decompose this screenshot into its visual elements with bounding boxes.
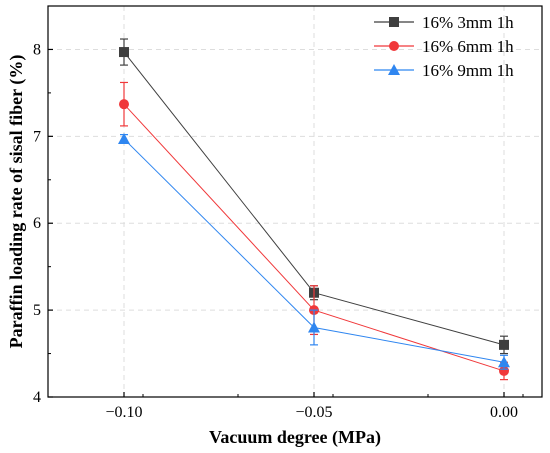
legend: 16% 3mm 1h 16% 6mm 1h 16% 9mm 1h xyxy=(374,13,514,80)
grid-lines xyxy=(48,6,542,397)
series-3 xyxy=(118,132,510,370)
y-tick-label: 5 xyxy=(33,302,41,319)
plot-frame xyxy=(47,5,543,398)
y-tick-label: 4 xyxy=(33,389,41,406)
y-tick-label: 7 xyxy=(33,128,41,145)
data-point xyxy=(499,365,509,376)
axis-ticks: −0.10 −0.05 0.00 4 5 6 7 8 xyxy=(33,41,524,421)
data-point xyxy=(498,356,510,368)
legend-label: 16% 6mm 1h xyxy=(422,37,514,56)
x-tick-label: −0.10 xyxy=(105,404,142,421)
series-layer xyxy=(118,38,510,381)
y-tick-label: 8 xyxy=(33,41,41,58)
data-point xyxy=(118,132,130,144)
legend-marker xyxy=(389,41,399,51)
y-axis-title: Paraffin loading rate of sisal fiber (%) xyxy=(6,55,27,349)
data-point xyxy=(308,321,320,333)
y-tick-label: 6 xyxy=(33,215,41,232)
x-axis-title: Vacuum degree (MPa) xyxy=(209,427,381,448)
legend-marker xyxy=(389,17,399,27)
legend-label: 16% 9mm 1h xyxy=(422,61,514,80)
data-point xyxy=(119,99,129,110)
legend-item-2: 16% 6mm 1h xyxy=(374,37,514,56)
x-tick-label: 0.00 xyxy=(490,404,518,421)
data-point xyxy=(119,47,129,58)
legend-marker xyxy=(388,64,400,75)
legend-label: 16% 3mm 1h xyxy=(422,13,514,32)
data-point xyxy=(499,339,509,350)
x-tick-label: −0.05 xyxy=(295,404,332,421)
legend-item-1: 16% 3mm 1h xyxy=(374,13,514,32)
legend-item-3: 16% 9mm 1h xyxy=(374,61,514,80)
